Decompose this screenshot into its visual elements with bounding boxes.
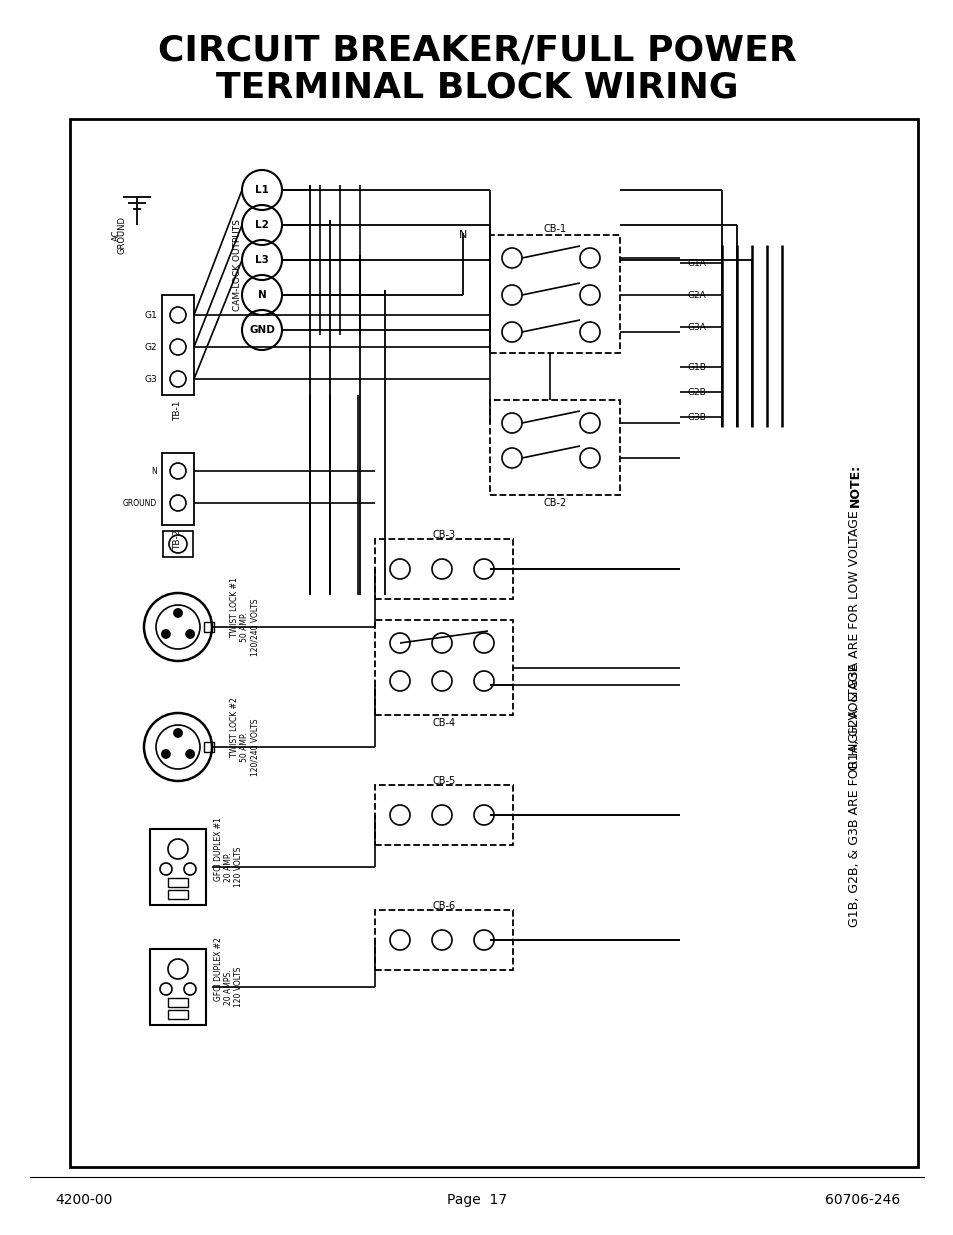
Text: 60706-246: 60706-246 <box>824 1193 899 1207</box>
Bar <box>163 531 193 557</box>
Text: 120 VOLTS: 120 VOLTS <box>233 967 243 1008</box>
Text: CAM-LOCK OUTPUTS: CAM-LOCK OUTPUTS <box>233 219 242 311</box>
Bar <box>204 742 213 752</box>
Text: GROUND: GROUND <box>123 499 157 508</box>
Text: G3B: G3B <box>687 412 706 421</box>
Circle shape <box>162 630 170 638</box>
Text: GFCI DUPLEX #2: GFCI DUPLEX #2 <box>213 937 223 1000</box>
Text: CIRCUIT BREAKER/FULL POWER: CIRCUIT BREAKER/FULL POWER <box>157 33 796 67</box>
Bar <box>168 998 188 1007</box>
Text: GND: GND <box>249 325 274 335</box>
Circle shape <box>186 630 193 638</box>
Bar <box>150 948 206 1025</box>
Text: G1A, G2A, & G3A ARE FOR LOW VOLTAGE: G1A, G2A, & G3A ARE FOR LOW VOLTAGE <box>847 510 861 769</box>
Text: N: N <box>152 467 157 475</box>
Text: G3: G3 <box>144 374 157 384</box>
Text: CB-4: CB-4 <box>432 718 456 727</box>
Bar <box>168 878 188 887</box>
Text: 50 AMP.: 50 AMP. <box>240 732 249 762</box>
Circle shape <box>173 609 182 618</box>
Text: GROUND: GROUND <box>117 216 127 254</box>
Text: G1: G1 <box>144 310 157 320</box>
Text: 120/240 VOLTS: 120/240 VOLTS <box>250 719 258 776</box>
Text: L2: L2 <box>254 220 269 230</box>
Text: 120/240 VOLTS: 120/240 VOLTS <box>250 598 258 656</box>
Bar <box>162 453 193 525</box>
Text: NOTE:: NOTE: <box>847 463 861 506</box>
Text: L3: L3 <box>254 254 269 266</box>
Text: TB-2: TB-2 <box>173 530 182 551</box>
Text: N: N <box>458 230 467 240</box>
Text: G3A: G3A <box>687 322 706 331</box>
Text: AC: AC <box>112 230 120 241</box>
Text: CB-2: CB-2 <box>543 498 566 508</box>
Text: CB-6: CB-6 <box>432 902 456 911</box>
Text: N: N <box>257 290 266 300</box>
Bar <box>490 400 619 495</box>
Bar <box>375 538 513 599</box>
Text: G1B: G1B <box>687 363 706 372</box>
Text: 20 AMPS.: 20 AMPS. <box>224 969 233 1005</box>
Text: G1B, G2B, & G3B ARE FOR HIGH VOLTAGE: G1B, G2B, & G3B ARE FOR HIGH VOLTAGE <box>847 663 861 926</box>
Text: CB-5: CB-5 <box>432 776 456 785</box>
Bar <box>204 622 213 632</box>
Bar <box>162 295 193 395</box>
Text: 120 VOLTS: 120 VOLTS <box>233 847 243 887</box>
Text: G2A: G2A <box>687 290 706 300</box>
Text: L1: L1 <box>254 185 269 195</box>
Text: G2: G2 <box>144 342 157 352</box>
Bar <box>490 235 619 353</box>
Text: CB-3: CB-3 <box>432 530 456 540</box>
Text: Page  17: Page 17 <box>446 1193 507 1207</box>
Bar <box>150 829 206 905</box>
Bar <box>375 910 513 969</box>
Text: CB-1: CB-1 <box>543 224 566 233</box>
Text: GFCI DUPLEX #1: GFCI DUPLEX #1 <box>213 818 223 881</box>
Bar <box>375 620 513 715</box>
Bar <box>375 785 513 845</box>
Text: TWIST LOCK #1: TWIST LOCK #1 <box>230 577 239 637</box>
Bar <box>70 119 917 1167</box>
Circle shape <box>173 729 182 737</box>
Circle shape <box>186 750 193 758</box>
Text: 4200-00: 4200-00 <box>55 1193 112 1207</box>
Text: G1A: G1A <box>687 258 706 268</box>
Text: 20 AMP.: 20 AMP. <box>224 852 233 882</box>
Bar <box>168 1010 188 1019</box>
Text: TERMINAL BLOCK WIRING: TERMINAL BLOCK WIRING <box>215 70 738 104</box>
Circle shape <box>162 750 170 758</box>
Bar <box>168 890 188 899</box>
Text: TWIST LOCK #2: TWIST LOCK #2 <box>230 697 239 757</box>
Text: 50 AMP.: 50 AMP. <box>240 613 249 642</box>
Text: TB-1: TB-1 <box>173 400 182 420</box>
Text: G2B: G2B <box>687 388 706 396</box>
